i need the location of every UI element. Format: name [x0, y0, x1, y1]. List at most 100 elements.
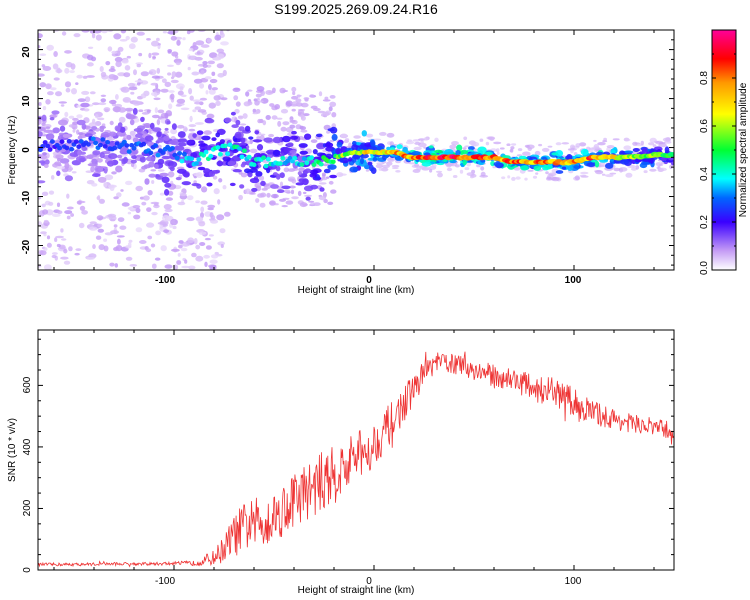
spectral-blob — [309, 173, 318, 178]
ridge-cell — [131, 146, 137, 151]
ridge-cell — [196, 157, 202, 162]
spectral-blob — [414, 141, 421, 145]
spectral-blob — [64, 81, 72, 88]
spectral-blob — [167, 49, 173, 53]
spectral-blob — [291, 86, 297, 92]
ridge-cell — [181, 151, 187, 157]
spectral-blob — [194, 106, 202, 110]
spectral-blob — [279, 181, 284, 187]
spectral-blob — [117, 46, 124, 52]
spectral-blob — [125, 180, 133, 186]
spectral-blob — [42, 66, 52, 71]
spectral-blob — [256, 86, 265, 92]
spectral-blob — [610, 149, 616, 155]
spectral-blob — [463, 136, 468, 141]
spectral-blob — [538, 143, 543, 147]
spectral-blob — [53, 51, 58, 57]
ridge-cell — [301, 156, 307, 161]
y-tick-label: 20 — [21, 46, 32, 58]
spectral-blob — [146, 38, 151, 41]
spectral-blob — [155, 230, 162, 236]
spectral-blob — [209, 78, 218, 84]
spectral-blob — [655, 162, 663, 167]
spectral-blob — [136, 82, 141, 86]
spectral-blob — [214, 34, 222, 41]
spectral-blob — [349, 166, 359, 173]
spectral-blob — [131, 155, 137, 159]
spectral-blob — [265, 115, 271, 120]
ridge-cell — [78, 139, 84, 144]
spectral-blob — [280, 108, 289, 114]
spectral-blob — [110, 99, 117, 104]
spectral-blob — [151, 75, 160, 79]
spectral-blob — [328, 106, 333, 112]
spectral-blob — [157, 169, 165, 172]
spectral-blob — [493, 161, 502, 167]
spectral-blob — [113, 196, 119, 200]
spectral-blob — [45, 83, 52, 90]
spectral-blob — [94, 121, 102, 126]
spectral-blob — [147, 190, 153, 196]
ridge-cell — [97, 142, 103, 148]
spectral-blob — [302, 113, 310, 117]
spectral-blob — [479, 138, 484, 142]
spectral-blob — [444, 149, 454, 156]
spectral-blob — [220, 41, 229, 46]
spectral-blob — [299, 202, 308, 208]
spectral-blob — [386, 146, 391, 151]
spectral-blob — [81, 210, 88, 215]
x-axis-label: Height of straight line (km) — [298, 585, 415, 596]
spectral-blob — [78, 222, 85, 229]
spectral-blob — [510, 143, 517, 146]
spectral-blob — [59, 125, 66, 132]
spectral-blob — [489, 136, 495, 141]
x-tick-label: -100 — [155, 275, 175, 286]
spectral-blob — [141, 112, 150, 115]
spectral-blob — [428, 145, 434, 149]
spectral-blob — [271, 193, 279, 199]
spectral-blob — [237, 115, 244, 120]
spectral-blob — [132, 137, 139, 143]
spectral-blob — [229, 182, 236, 187]
spectral-blob — [156, 67, 161, 74]
ridge-cell — [670, 152, 674, 157]
ridge-cell — [263, 163, 269, 169]
ridge-cell — [160, 150, 166, 155]
spectral-blob — [187, 140, 195, 144]
spectral-blob — [477, 146, 487, 154]
spectral-blob — [485, 141, 490, 146]
spectral-blob — [116, 235, 125, 238]
spectral-blob — [603, 137, 607, 141]
spectral-blob — [609, 172, 617, 175]
spectral-blob — [281, 205, 289, 208]
spectral-blob — [90, 166, 95, 173]
spectral-blob — [117, 217, 125, 223]
spectral-blob — [151, 263, 157, 269]
spectral-blob — [434, 137, 439, 142]
spectral-blob — [190, 152, 198, 158]
spectral-blob — [534, 150, 541, 156]
spectral-blob — [235, 119, 241, 126]
spectral-blob — [312, 149, 318, 155]
spectral-blob — [201, 186, 208, 193]
spectral-blob — [208, 234, 214, 237]
spectral-blob — [109, 184, 115, 191]
y-tick-label: -20 — [21, 239, 32, 254]
spectral-blob — [38, 154, 48, 160]
spectrogram-heatmap — [38, 30, 674, 270]
spectral-blob — [176, 39, 181, 46]
spectral-blob — [561, 166, 567, 170]
spectral-blob — [60, 104, 65, 107]
ridge-cell — [64, 145, 70, 151]
spectral-blob — [91, 126, 98, 130]
spectral-blob — [176, 260, 182, 265]
spectral-blob — [146, 222, 155, 228]
spectral-blob — [130, 159, 137, 164]
spectral-blob — [625, 172, 633, 178]
spectral-blob — [113, 224, 118, 228]
spectral-blob — [108, 68, 116, 73]
spectral-blob — [97, 117, 105, 121]
spectral-blob — [172, 225, 177, 230]
spectral-blob — [470, 175, 474, 179]
